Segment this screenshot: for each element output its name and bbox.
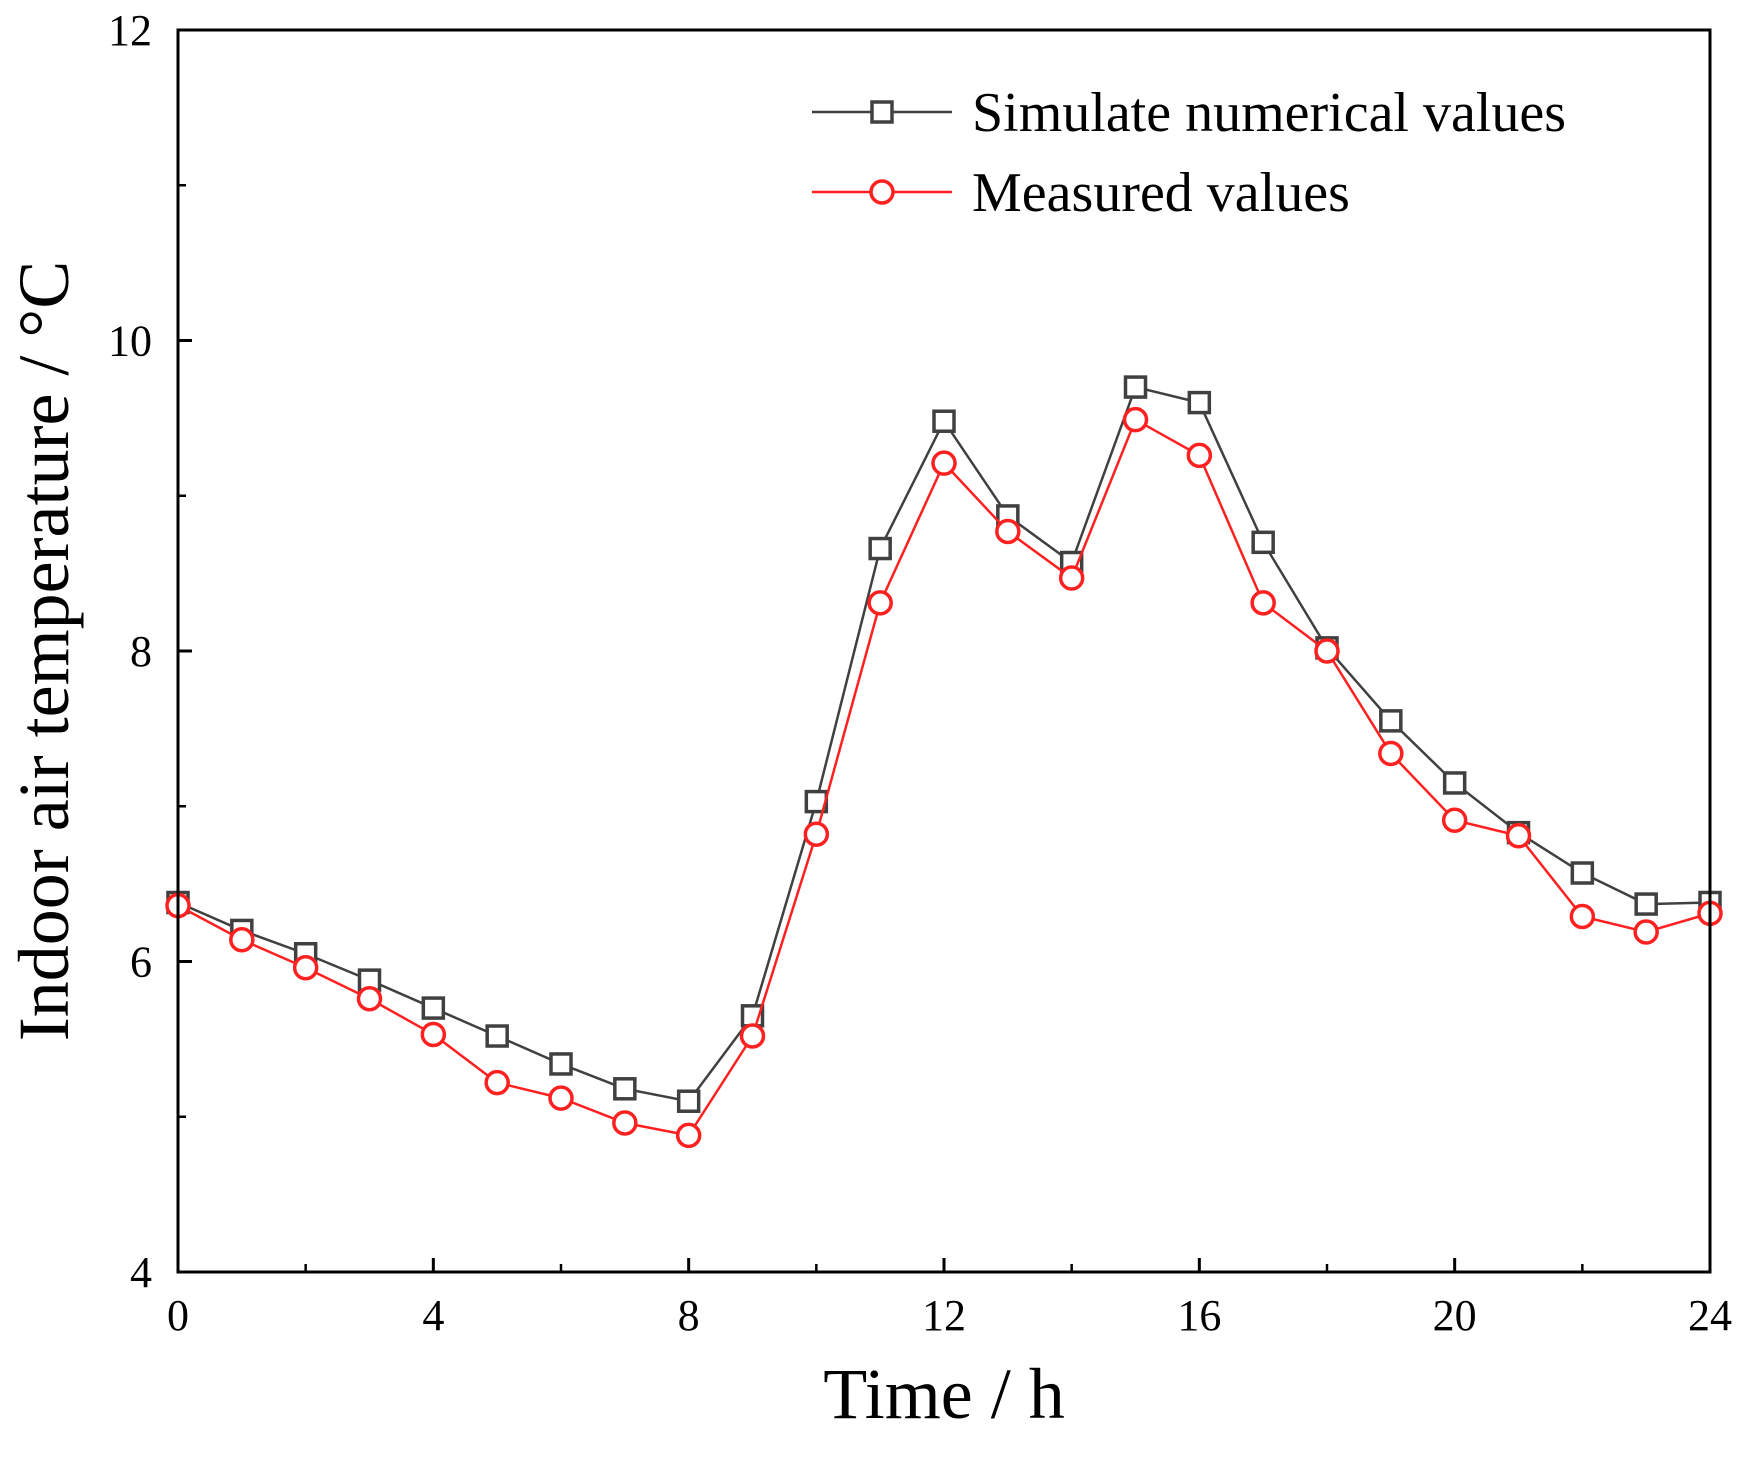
data-point bbox=[1122, 406, 1149, 433]
data-point bbox=[675, 1122, 702, 1149]
data-point bbox=[1634, 892, 1658, 916]
data-point bbox=[867, 590, 893, 616]
legend-item: Simulate numerical values bbox=[812, 82, 1566, 144]
x-tick-label: 4 bbox=[422, 1291, 444, 1340]
data-point bbox=[1569, 903, 1596, 930]
y-tick-label: 8 bbox=[130, 627, 152, 676]
x-tick-label: 0 bbox=[167, 1291, 189, 1340]
data-point bbox=[1058, 565, 1085, 591]
data-point bbox=[1186, 442, 1213, 469]
data-point bbox=[995, 518, 1021, 545]
data-point bbox=[676, 1089, 701, 1113]
y-tick-label: 12 bbox=[108, 6, 152, 55]
legend-marker bbox=[870, 100, 894, 124]
data-point bbox=[1379, 709, 1403, 733]
data-point bbox=[803, 821, 830, 847]
data-point bbox=[1633, 919, 1659, 945]
legend-label: Measured values bbox=[972, 162, 1350, 224]
data-point bbox=[356, 986, 383, 1012]
x-tick-label: 24 bbox=[1688, 1291, 1732, 1340]
data-point bbox=[1250, 590, 1276, 616]
legend: Simulate numerical values Measured values bbox=[812, 82, 1566, 224]
data-point bbox=[613, 1077, 637, 1101]
data-point bbox=[229, 927, 255, 953]
series-2 bbox=[165, 406, 1723, 1149]
x-tick-label: 16 bbox=[1177, 1291, 1221, 1340]
data-point bbox=[612, 1110, 638, 1136]
x-tick-label: 8 bbox=[678, 1291, 700, 1340]
data-point bbox=[292, 954, 319, 981]
data-point bbox=[1123, 375, 1148, 399]
data-point bbox=[1570, 861, 1595, 885]
x-tick-label: 12 bbox=[922, 1291, 966, 1340]
data-point bbox=[739, 1023, 766, 1049]
data-point bbox=[1441, 807, 1468, 833]
y-axis-title: Indoor air temperature / °C bbox=[4, 261, 84, 1042]
data-point bbox=[1251, 530, 1275, 555]
data-point bbox=[421, 996, 446, 1020]
data-point bbox=[420, 1021, 447, 1048]
x-axis-title: Time / h bbox=[823, 1354, 1064, 1434]
data-point bbox=[1505, 822, 1532, 849]
data-point bbox=[548, 1085, 574, 1111]
data-point bbox=[1187, 390, 1212, 415]
x-tick-label: 20 bbox=[1433, 1291, 1477, 1340]
y-tick-label: 10 bbox=[108, 317, 152, 366]
data-point bbox=[932, 409, 956, 433]
legend-label: Simulate numerical values bbox=[972, 82, 1566, 144]
data-point bbox=[485, 1024, 509, 1048]
data-point bbox=[931, 450, 957, 476]
data-point bbox=[868, 536, 892, 561]
data-point bbox=[1378, 740, 1404, 767]
y-tick-label: 6 bbox=[130, 938, 152, 987]
data-point bbox=[484, 1069, 510, 1096]
data-point bbox=[549, 1052, 573, 1076]
legend-marker bbox=[869, 179, 895, 205]
y-tick-label: 4 bbox=[130, 1248, 152, 1297]
data-point bbox=[1314, 638, 1340, 664]
series-layer bbox=[165, 375, 1723, 1149]
data-point bbox=[1442, 771, 1467, 795]
legend-item: Measured values bbox=[812, 162, 1350, 224]
